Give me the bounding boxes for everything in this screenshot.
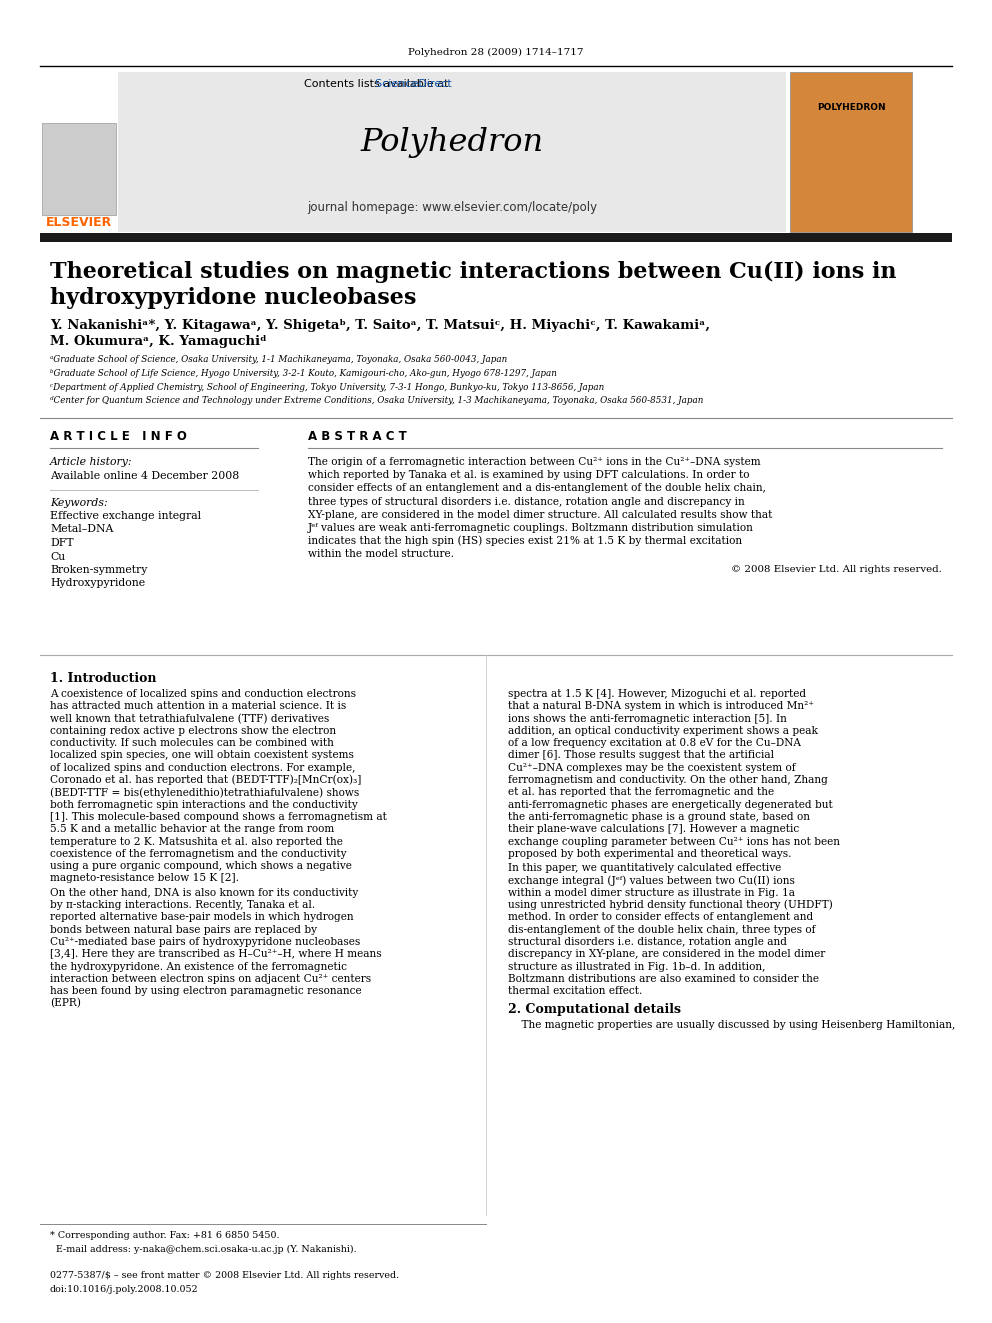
Text: Jᵉᶠ values are weak anti-ferromagnetic couplings. Boltzmann distribution simulat: Jᵉᶠ values are weak anti-ferromagnetic c… bbox=[308, 523, 754, 533]
Text: journal homepage: www.elsevier.com/locate/poly: journal homepage: www.elsevier.com/locat… bbox=[307, 201, 597, 213]
Text: temperature to 2 K. Matsushita et al. also reported the: temperature to 2 K. Matsushita et al. al… bbox=[50, 836, 343, 847]
Text: containing redox active p electrons show the electron: containing redox active p electrons show… bbox=[50, 726, 336, 736]
Text: addition, an optical conductivity experiment shows a peak: addition, an optical conductivity experi… bbox=[508, 726, 818, 736]
Text: ScienceDirect: ScienceDirect bbox=[277, 79, 452, 89]
Text: spectra at 1.5 K [4]. However, Mizoguchi et al. reported: spectra at 1.5 K [4]. However, Mizoguchi… bbox=[508, 689, 806, 699]
Text: has attracted much attention in a material science. It is: has attracted much attention in a materi… bbox=[50, 701, 346, 712]
Text: ELSEVIER: ELSEVIER bbox=[46, 216, 112, 229]
Text: Hydroxypyridone: Hydroxypyridone bbox=[50, 578, 145, 589]
Text: reported alternative base-pair models in which hydrogen: reported alternative base-pair models in… bbox=[50, 913, 353, 922]
Text: localized spin species, one will obtain coexistent systems: localized spin species, one will obtain … bbox=[50, 750, 354, 761]
Text: well known that tetrathiafulvalene (TTF) derivatives: well known that tetrathiafulvalene (TTF)… bbox=[50, 713, 329, 724]
Text: anti-ferromagnetic phases are energetically degenerated but: anti-ferromagnetic phases are energetica… bbox=[508, 799, 832, 810]
Text: thermal excitation effect.: thermal excitation effect. bbox=[508, 986, 643, 996]
Text: Cu: Cu bbox=[50, 552, 65, 561]
Text: dis-entanglement of the double helix chain, three types of: dis-entanglement of the double helix cha… bbox=[508, 925, 815, 935]
Text: Cu²⁺-mediated base pairs of hydroxypyridone nucleobases: Cu²⁺-mediated base pairs of hydroxypyrid… bbox=[50, 937, 360, 947]
Text: consider effects of an entanglement and a dis-entanglement of the double helix c: consider effects of an entanglement and … bbox=[308, 483, 766, 493]
Text: On the other hand, DNA is also known for its conductivity: On the other hand, DNA is also known for… bbox=[50, 888, 358, 898]
Text: * Corresponding author. Fax: +81 6 6850 5450.: * Corresponding author. Fax: +81 6 6850 … bbox=[50, 1232, 280, 1241]
Text: using unrestricted hybrid density functional theory (UHDFT): using unrestricted hybrid density functi… bbox=[508, 900, 832, 910]
Text: magneto-resistance below 15 K [2].: magneto-resistance below 15 K [2]. bbox=[50, 873, 239, 884]
Text: © 2008 Elsevier Ltd. All rights reserved.: © 2008 Elsevier Ltd. All rights reserved… bbox=[731, 565, 942, 574]
Bar bbox=[118, 71, 786, 232]
Text: A B S T R A C T: A B S T R A C T bbox=[308, 430, 407, 442]
Text: ᶜDepartment of Applied Chemistry, School of Engineering, Tokyo University, 7-3-1: ᶜDepartment of Applied Chemistry, School… bbox=[50, 382, 604, 392]
Text: discrepancy in XY-plane, are considered in the model dimer: discrepancy in XY-plane, are considered … bbox=[508, 950, 825, 959]
Text: which reported by Tanaka et al. is examined by using DFT calculations. In order : which reported by Tanaka et al. is exami… bbox=[308, 470, 750, 480]
Text: interaction between electron spins on adjacent Cu²⁺ centers: interaction between electron spins on ad… bbox=[50, 974, 371, 984]
Text: The magnetic properties are usually discussed by using Heisenberg Hamiltonian,: The magnetic properties are usually disc… bbox=[508, 1020, 955, 1031]
Text: of localized spins and conduction electrons. For example,: of localized spins and conduction electr… bbox=[50, 763, 355, 773]
Text: both ferromagnetic spin interactions and the conductivity: both ferromagnetic spin interactions and… bbox=[50, 799, 358, 810]
Text: within a model dimer structure as illustrate in Fig. 1a: within a model dimer structure as illust… bbox=[508, 888, 795, 898]
Bar bbox=[790, 71, 912, 232]
Text: Coronado et al. has reported that (BEDT-TTF)₂[MnCr(ox)₃]: Coronado et al. has reported that (BEDT-… bbox=[50, 775, 361, 786]
Text: [1]. This molecule-based compound shows a ferromagnetism at: [1]. This molecule-based compound shows … bbox=[50, 812, 387, 822]
Text: the hydroxypyridone. An existence of the ferromagnetic: the hydroxypyridone. An existence of the… bbox=[50, 962, 347, 971]
Text: of a low frequency excitation at 0.8 eV for the Cu–DNA: of a low frequency excitation at 0.8 eV … bbox=[508, 738, 801, 749]
Text: dimer [6]. Those results suggest that the artificial: dimer [6]. Those results suggest that th… bbox=[508, 750, 774, 761]
Text: Article history:: Article history: bbox=[50, 456, 133, 467]
Text: Contents lists available at: Contents lists available at bbox=[304, 79, 452, 89]
Text: exchange coupling parameter between Cu²⁺ ions has not been: exchange coupling parameter between Cu²⁺… bbox=[508, 836, 840, 847]
Text: using a pure organic compound, which shows a negative: using a pure organic compound, which sho… bbox=[50, 861, 352, 872]
Text: the anti-ferromagnetic phase is a ground state, based on: the anti-ferromagnetic phase is a ground… bbox=[508, 812, 810, 822]
Text: Broken-symmetry: Broken-symmetry bbox=[50, 565, 148, 576]
Text: ᵃGraduate School of Science, Osaka University, 1-1 Machikaneyama, Toyonaka, Osak: ᵃGraduate School of Science, Osaka Unive… bbox=[50, 356, 507, 365]
Text: POLYHEDRON: POLYHEDRON bbox=[816, 103, 885, 112]
Text: that a natural B-DNA system in which is introduced Mn²⁺: that a natural B-DNA system in which is … bbox=[508, 701, 813, 712]
Text: In this paper, we quantitatively calculated effective: In this paper, we quantitatively calcula… bbox=[508, 863, 782, 873]
Text: Y. Nakanishiᵃ*, Y. Kitagawaᵃ, Y. Shigetaᵇ, T. Saitoᵃ, T. Matsuiᶜ, H. Miyachiᶜ, T: Y. Nakanishiᵃ*, Y. Kitagawaᵃ, Y. Shigeta… bbox=[50, 319, 710, 332]
Text: structural disorders i.e. distance, rotation angle and: structural disorders i.e. distance, rota… bbox=[508, 937, 787, 947]
Text: ferromagnetism and conductivity. On the other hand, Zhang: ferromagnetism and conductivity. On the … bbox=[508, 775, 828, 785]
Text: Theoretical studies on magnetic interactions between Cu(II) ions in: Theoretical studies on magnetic interact… bbox=[50, 261, 897, 283]
Text: 2. Computational details: 2. Computational details bbox=[508, 1003, 681, 1016]
Text: exchange integral (Jᵉᶠ) values between two Cu(II) ions: exchange integral (Jᵉᶠ) values between t… bbox=[508, 876, 795, 886]
Text: Polyhedron: Polyhedron bbox=[360, 127, 544, 157]
Text: bonds between natural base pairs are replaced by: bonds between natural base pairs are rep… bbox=[50, 925, 317, 935]
Text: (BEDT-TTF = bis(ethylenedithio)tetrathiafulvalene) shows: (BEDT-TTF = bis(ethylenedithio)tetrathia… bbox=[50, 787, 359, 798]
Text: M. Okumuraᵃ, K. Yamaguchiᵈ: M. Okumuraᵃ, K. Yamaguchiᵈ bbox=[50, 336, 267, 348]
Text: within the model structure.: within the model structure. bbox=[308, 549, 454, 560]
Text: ᵇGraduate School of Life Science, Hyogo University, 3-2-1 Kouto, Kamigouri-cho, : ᵇGraduate School of Life Science, Hyogo … bbox=[50, 369, 557, 378]
Bar bbox=[42, 123, 116, 216]
Text: Effective exchange integral: Effective exchange integral bbox=[50, 511, 201, 521]
Text: Cu²⁺–DNA complexes may be the coexistent system of: Cu²⁺–DNA complexes may be the coexistent… bbox=[508, 763, 796, 773]
Text: has been found by using electron paramagnetic resonance: has been found by using electron paramag… bbox=[50, 986, 362, 996]
Text: E-mail address: y-naka@chem.sci.osaka-u.ac.jp (Y. Nakanishi).: E-mail address: y-naka@chem.sci.osaka-u.… bbox=[50, 1245, 357, 1254]
Text: The origin of a ferromagnetic interaction between Cu²⁺ ions in the Cu²⁺–DNA syst: The origin of a ferromagnetic interactio… bbox=[308, 456, 761, 467]
Text: coexistence of the ferromagnetism and the conductivity: coexistence of the ferromagnetism and th… bbox=[50, 849, 346, 859]
Text: proposed by both experimental and theoretical ways.: proposed by both experimental and theore… bbox=[508, 849, 792, 859]
Text: XY-plane, are considered in the model dimer structure. All calculated results sh: XY-plane, are considered in the model di… bbox=[308, 509, 773, 520]
Text: A coexistence of localized spins and conduction electrons: A coexistence of localized spins and con… bbox=[50, 689, 356, 699]
Text: ions shows the anti-ferromagnetic interaction [5]. In: ions shows the anti-ferromagnetic intera… bbox=[508, 713, 787, 724]
Text: A R T I C L E   I N F O: A R T I C L E I N F O bbox=[50, 430, 186, 442]
Text: by π-stacking interactions. Recently, Tanaka et al.: by π-stacking interactions. Recently, Ta… bbox=[50, 900, 315, 910]
Text: doi:10.1016/j.poly.2008.10.052: doi:10.1016/j.poly.2008.10.052 bbox=[50, 1285, 198, 1294]
Bar bbox=[40, 71, 118, 232]
Text: their plane-wave calculations [7]. However a magnetic: their plane-wave calculations [7]. Howev… bbox=[508, 824, 800, 835]
Text: (EPR): (EPR) bbox=[50, 999, 81, 1008]
Text: Keywords:: Keywords: bbox=[50, 497, 107, 508]
Text: DFT: DFT bbox=[50, 538, 73, 548]
Text: 0277-5387/$ – see front matter © 2008 Elsevier Ltd. All rights reserved.: 0277-5387/$ – see front matter © 2008 El… bbox=[50, 1271, 399, 1281]
Text: Polyhedron 28 (2009) 1714–1717: Polyhedron 28 (2009) 1714–1717 bbox=[409, 48, 583, 57]
Text: three types of structural disorders i.e. distance, rotation angle and discrepanc: three types of structural disorders i.e.… bbox=[308, 496, 745, 507]
Text: structure as illustrated in Fig. 1b–d. In addition,: structure as illustrated in Fig. 1b–d. I… bbox=[508, 962, 766, 971]
Bar bbox=[40, 233, 952, 242]
Text: 1. Introduction: 1. Introduction bbox=[50, 672, 157, 684]
Text: ᵈCenter for Quantum Science and Technology under Extreme Conditions, Osaka Unive: ᵈCenter for Quantum Science and Technolo… bbox=[50, 396, 703, 405]
Text: Metal–DNA: Metal–DNA bbox=[50, 524, 113, 534]
Text: Available online 4 December 2008: Available online 4 December 2008 bbox=[50, 471, 239, 482]
Text: et al. has reported that the ferromagnetic and the: et al. has reported that the ferromagnet… bbox=[508, 787, 774, 798]
Text: conductivity. If such molecules can be combined with: conductivity. If such molecules can be c… bbox=[50, 738, 334, 749]
Text: indicates that the high spin (HS) species exist 21% at 1.5 K by thermal excitati: indicates that the high spin (HS) specie… bbox=[308, 536, 742, 546]
Text: Boltzmann distributions are also examined to consider the: Boltzmann distributions are also examine… bbox=[508, 974, 819, 984]
Text: [3,4]. Here they are transcribed as H–Cu²⁺–H, where H means: [3,4]. Here they are transcribed as H–Cu… bbox=[50, 950, 382, 959]
Text: method. In order to consider effects of entanglement and: method. In order to consider effects of … bbox=[508, 913, 813, 922]
Text: 5.5 K and a metallic behavior at the range from room: 5.5 K and a metallic behavior at the ran… bbox=[50, 824, 334, 835]
Text: hydroxypyridone nucleobases: hydroxypyridone nucleobases bbox=[50, 287, 417, 310]
